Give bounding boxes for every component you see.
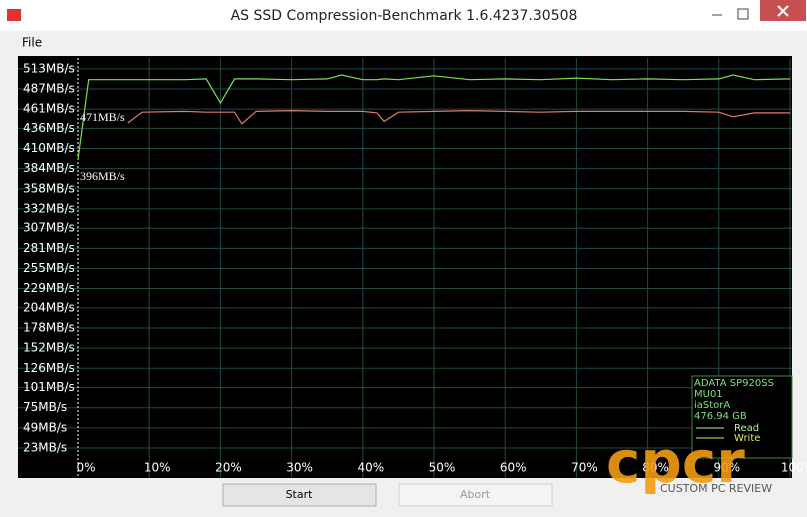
x-tick-label: 10% — [144, 461, 171, 475]
series-line — [77, 74, 791, 160]
chart-area — [18, 56, 792, 478]
y-tick-label: 358MB/s — [23, 181, 75, 195]
y-tick-label: 126MB/s — [23, 361, 75, 375]
y-tick-label: 204MB/s — [23, 300, 75, 314]
plot: 23MB/s 49MB/s 75MB/s 101MB/s 126MB/s 152MB/s 1… — [18, 58, 807, 478]
menu-file[interactable]: File — [22, 36, 42, 50]
x-tick-label: 80% — [642, 461, 669, 475]
close-icon — [777, 5, 789, 17]
info-box — [691, 375, 793, 459]
start-button[interactable] — [222, 483, 377, 507]
watermark-tagline: CUSTOM PC REVIEW — [660, 482, 772, 495]
series-line — [127, 109, 790, 125]
legend-label: Write — [734, 433, 760, 444]
maximize-button[interactable] — [737, 8, 749, 20]
abort-label: Abort — [460, 488, 491, 501]
x-tick-label: 60% — [500, 461, 527, 475]
annotation: 396MB/s — [80, 169, 125, 183]
y-tick-label: 410MB/s — [23, 141, 75, 155]
y-tick-label: 384MB/s — [23, 161, 75, 175]
y-tick-label: 229MB/s — [23, 281, 75, 295]
x-tick-label: 70% — [571, 461, 598, 475]
annotation: 471MB/s — [80, 110, 125, 124]
x-tick-label: 50% — [429, 461, 456, 475]
info-line: MU01 — [694, 389, 723, 400]
y-tick-label: 152MB/s — [23, 341, 75, 355]
y-tick-label: 255MB/s — [23, 261, 75, 275]
info-line: iaStorA — [694, 400, 730, 411]
y-tick-label: 75MB/s — [23, 400, 67, 414]
x-tick-label: 30% — [286, 461, 313, 475]
y-tick-label: 281MB/s — [23, 241, 75, 255]
x-tick-label: 40% — [357, 461, 384, 475]
info-line: 476.94 GB — [694, 411, 747, 422]
y-tick-label: 513MB/s — [23, 61, 75, 75]
info-line: ADATA SP920SS — [694, 378, 774, 389]
x-tick-label: 0% — [76, 461, 95, 475]
x-tick-label: 90% — [713, 461, 740, 475]
legend-label: Read — [734, 423, 759, 434]
y-tick-label: 332MB/s — [23, 201, 75, 215]
y-tick-label: 461MB/s — [23, 102, 75, 116]
x-tick-label: 20% — [215, 461, 242, 475]
y-tick-label: 307MB/s — [23, 221, 75, 235]
y-tick-label: 436MB/s — [23, 121, 75, 135]
abort-button — [398, 483, 553, 507]
y-tick-label: 49MB/s — [23, 420, 67, 434]
x-tick-label: 100% — [781, 461, 807, 475]
app-icon — [7, 9, 21, 21]
start-label: Start — [286, 488, 314, 501]
y-tick-label: 101MB/s — [23, 380, 75, 394]
y-tick-label: 178MB/s — [23, 321, 75, 335]
y-tick-label: 23MB/s — [23, 440, 67, 454]
y-tick-label: 487MB/s — [23, 81, 75, 95]
window-title: AS SSD Compression-Benchmark 1.6.4237.30… — [231, 8, 578, 24]
title-bar — [0, 0, 807, 31]
watermark-logo: cpcr — [606, 428, 745, 496]
